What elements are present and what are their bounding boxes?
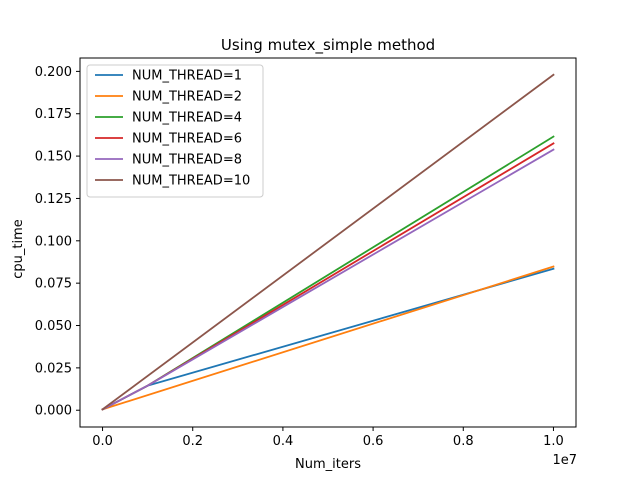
legend-entry-label: NUM_THREAD=1	[132, 69, 242, 84]
series-line-6	[101, 73, 555, 411]
x-axis-label: Num_iters	[295, 457, 361, 472]
y-tick-label: 0.025	[35, 361, 72, 376]
chart-title: Using mutex_simple method	[221, 36, 435, 55]
x-tick-label: 0.0	[92, 434, 113, 449]
y-tick-label: 0.150	[35, 150, 72, 165]
series-line-2	[101, 265, 555, 411]
legend: NUM_THREAD=1 NUM_THREAD=2 NUM_THREAD=4 NUM_…	[86, 64, 264, 198]
x-tick-label: 0.4	[273, 434, 294, 449]
y-tick-label: 0.125	[35, 192, 72, 207]
legend-entry-label: NUM_THREAD=4	[132, 111, 242, 126]
y-tick-label: 0.050	[35, 319, 72, 334]
legend-entry-label: NUM_THREAD=2	[132, 90, 242, 105]
y-tick-label: 0.175	[35, 107, 72, 122]
x-tick-label: 0.8	[453, 434, 474, 449]
y-tick-label: 0.075	[35, 277, 72, 292]
x-tick-label: 0.2	[182, 434, 203, 449]
legend-entry-label: NUM_THREAD=8	[132, 153, 242, 168]
legend-entry-label: NUM_THREAD=10	[132, 174, 250, 189]
series-line-5	[101, 148, 555, 411]
y-tick-label: 0.100	[35, 234, 72, 249]
y-axis-label: cpu_time	[11, 219, 26, 279]
x-tick-label: 0.6	[363, 434, 384, 449]
legend-entry-label: NUM_THREAD=6	[132, 132, 242, 147]
plot-area: 0.0 0.2 0.4 0.6 0.8 1.0 0.000 0.025 0.050 0.075 0.…	[35, 57, 577, 449]
plot-frame	[79, 57, 577, 428]
x-tick-label: 1.0	[543, 434, 564, 449]
y-tick-label: 0.000	[35, 404, 72, 419]
y-tick-label: 0.200	[35, 65, 72, 80]
legend-box	[86, 64, 264, 198]
x-axis-offset-label: 1e7	[552, 453, 577, 468]
